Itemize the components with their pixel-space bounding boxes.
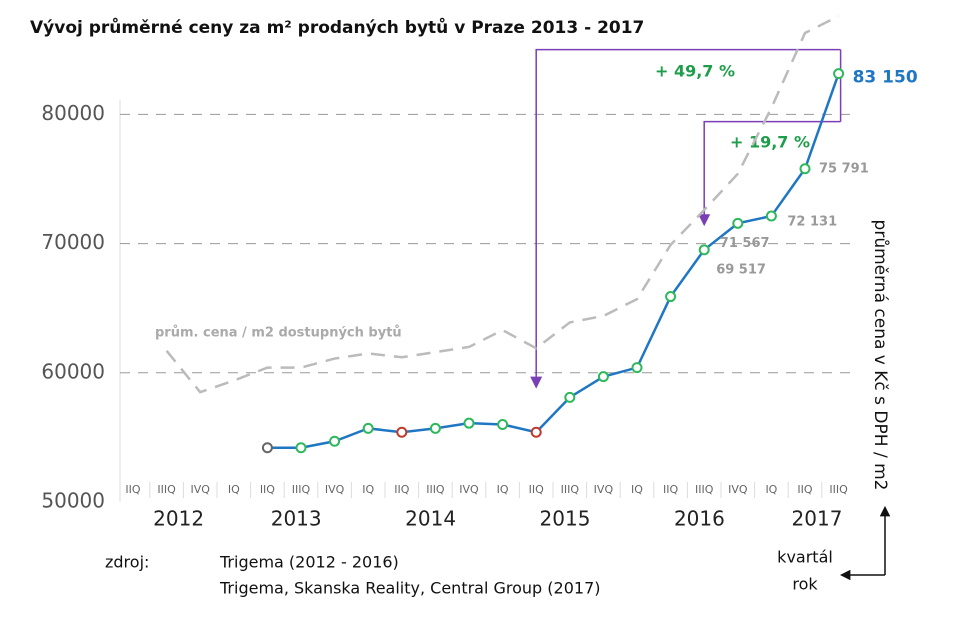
point (329, 435, 341, 447)
series-line (267, 73, 840, 449)
point (429, 422, 441, 434)
y-tick-label: 70000 (41, 230, 105, 254)
point (732, 217, 744, 229)
x-tick-label: IQ (362, 483, 374, 496)
point (396, 426, 408, 438)
point (295, 442, 307, 454)
x-tick-label: IIIQ (292, 483, 311, 496)
point (530, 426, 542, 438)
x-tick-label: IIQ (125, 483, 140, 496)
year-label: 2016 (674, 507, 725, 531)
x-tick-label: IIIQ (561, 483, 580, 496)
year-label: 2012 (153, 507, 204, 531)
x-tick-label: IVQ (325, 483, 345, 496)
x-tick-label: IIQ (394, 483, 409, 496)
value-label: 83 150 (853, 68, 918, 88)
point (833, 68, 845, 80)
point (799, 163, 811, 175)
point (597, 371, 609, 383)
series-label: prům. cena / m2 dostupných bytů (155, 326, 402, 341)
chart-title: Vývoj průměrné ceny za m² prodaných bytů… (30, 16, 644, 38)
point (261, 442, 273, 454)
x-tick-label: IIIQ (426, 483, 445, 496)
x-tick-label: IQ (228, 483, 240, 496)
point (765, 210, 777, 222)
year-label: 2017 (792, 507, 843, 531)
annotation: + 49,7 % (655, 62, 735, 81)
point (497, 418, 509, 430)
source: Trigema, Skanska Reality, Central Group … (219, 579, 601, 598)
point (463, 417, 475, 429)
annotation: + 19,7 % (730, 133, 810, 152)
x-tick-label: IQ (765, 483, 777, 496)
year-label: 2015 (540, 507, 591, 531)
year-label: 2014 (405, 507, 456, 531)
value-label: 69 517 (716, 262, 766, 277)
value-label: 72 131 (787, 215, 837, 230)
x-tick-label: IQ (631, 483, 643, 496)
x-tick-label: IIIQ (829, 483, 848, 496)
x-tick-label: IIIQ (695, 483, 714, 496)
x-axis-label: kvartál (777, 548, 833, 567)
y-tick-label: 50000 (41, 489, 105, 513)
source: Trigema (2012 - 2016) (219, 553, 399, 572)
value-label: 71 567 (720, 236, 770, 251)
point (665, 291, 677, 303)
bracket (530, 48, 839, 389)
bracket (704, 48, 841, 224)
point (362, 422, 374, 434)
x-tick-label: IIIQ (157, 483, 176, 496)
source-label: zdroj: (105, 553, 149, 572)
x-tick-label: IVQ (728, 483, 748, 496)
x-tick-label: IVQ (190, 483, 210, 496)
point (564, 391, 576, 403)
x-tick-label: IQ (497, 483, 509, 496)
year-label: 2013 (271, 507, 322, 531)
y-axis-label: průměrná cena v Kč s DPH / m2 (870, 220, 890, 491)
y-tick-label: 60000 (41, 359, 105, 383)
point (631, 362, 643, 374)
x-tick-label: IVQ (459, 483, 479, 496)
point (698, 244, 710, 256)
x-tick-label: IIQ (797, 483, 812, 496)
x-tick-label: IIQ (260, 483, 275, 496)
y-tick-label: 80000 (41, 101, 105, 125)
value-label: 75 791 (819, 161, 869, 176)
x-tick-label: IVQ (594, 483, 614, 496)
x-axis-label: rok (792, 575, 818, 594)
x-tick-label: IIQ (529, 483, 544, 496)
x-tick-label: IIQ (663, 483, 678, 496)
